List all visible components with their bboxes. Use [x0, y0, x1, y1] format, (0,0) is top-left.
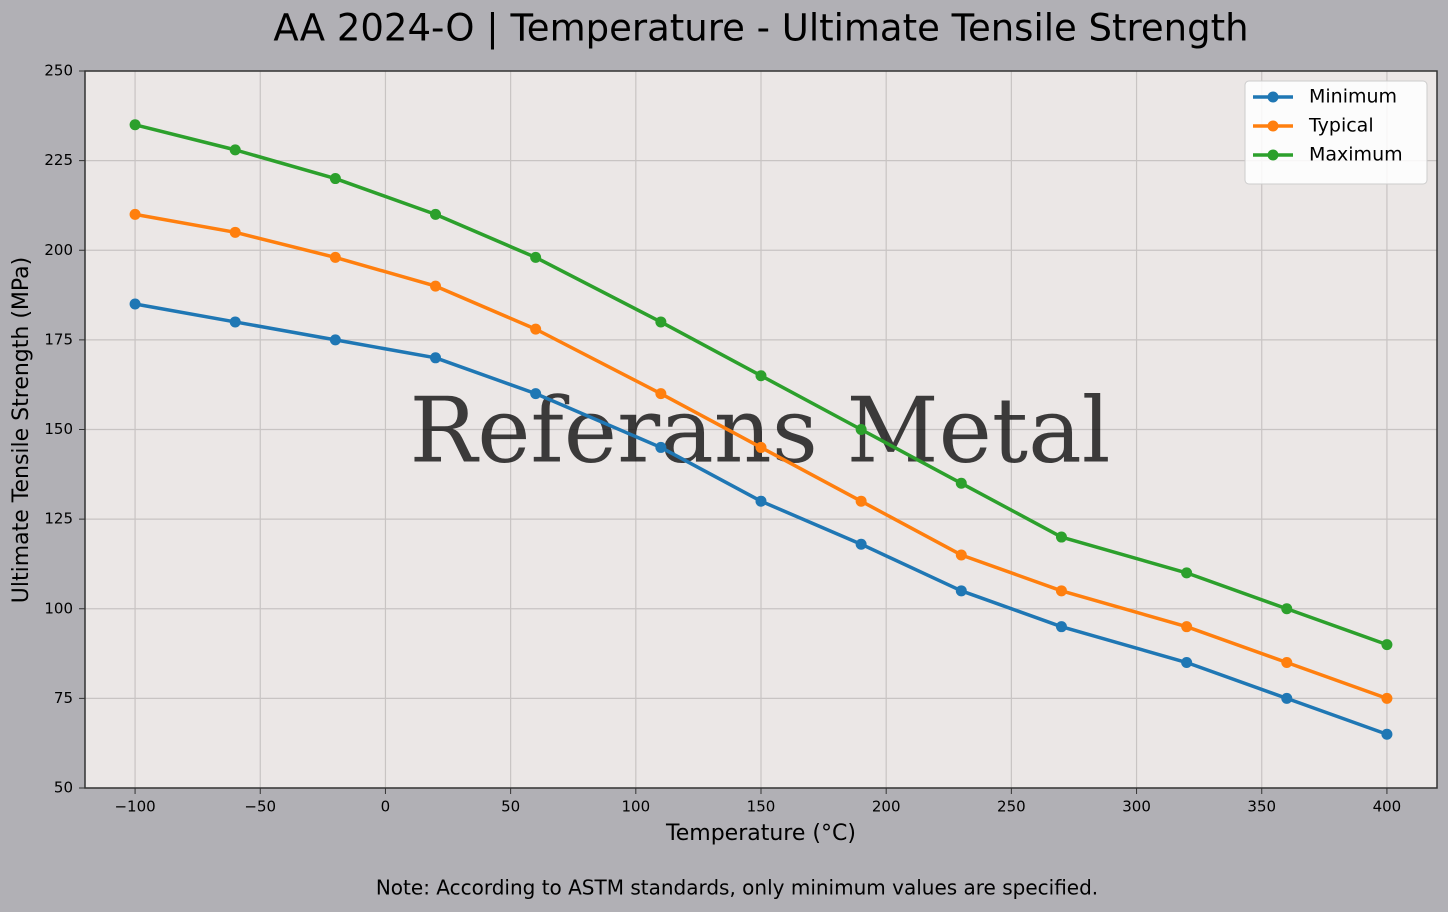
data-point [855, 424, 867, 435]
legend-marker [1267, 149, 1279, 161]
note: Note: According to ASTM standards, only … [376, 876, 1098, 900]
data-point [1181, 621, 1193, 633]
y-tick-label: 250 [44, 62, 73, 80]
legend: Minimum Typical Maximum [1244, 80, 1428, 185]
x-tick-label: 0 [381, 798, 391, 816]
y-tick-label: 225 [44, 151, 73, 169]
data-point [329, 334, 341, 346]
data-point [755, 441, 767, 453]
data-point [229, 144, 241, 156]
x-tick-label: 50 [501, 798, 520, 816]
x-tick-label: 350 [1247, 798, 1276, 816]
data-point [855, 495, 867, 507]
data-point [129, 119, 141, 131]
data-point [855, 538, 867, 550]
data-point [1381, 728, 1393, 740]
x-axis-label: Temperature (°C) [665, 821, 856, 846]
y-tick-label: 150 [44, 420, 73, 438]
data-point [229, 226, 241, 238]
data-point [530, 323, 542, 335]
data-point [530, 388, 542, 400]
x-tick-label: 400 [1373, 798, 1402, 816]
data-point [955, 585, 967, 597]
data-point [129, 298, 141, 310]
data-point [430, 208, 442, 220]
data-point [955, 477, 967, 489]
data-point [430, 352, 442, 364]
y-tick-label: 125 [44, 510, 73, 528]
data-point [755, 370, 767, 382]
data-point [329, 251, 341, 263]
legend-label: Typical [1308, 115, 1374, 137]
y-tick-label: 200 [44, 241, 73, 259]
data-point [655, 388, 667, 400]
data-point [655, 441, 667, 453]
x-tick-label: 300 [1122, 798, 1151, 816]
y-tick-label: 75 [54, 689, 73, 707]
y-tick-label: 50 [54, 779, 73, 797]
data-point [129, 208, 141, 220]
data-point [1055, 585, 1067, 597]
data-point [655, 316, 667, 328]
chart-title: AA 2024-O | Temperature - Ultimate Tensi… [273, 7, 1248, 50]
x-tick-label: 250 [997, 798, 1026, 816]
data-point [530, 251, 542, 263]
data-point [1055, 621, 1067, 633]
data-point [1381, 639, 1393, 651]
watermark: Referans Metal [409, 378, 1110, 483]
data-point [1381, 692, 1393, 704]
x-tick-label: 200 [872, 798, 901, 816]
legend-box [1244, 80, 1428, 185]
data-point [329, 173, 341, 185]
lines [129, 119, 1393, 740]
x-tick-label: 100 [621, 798, 650, 816]
data-point [1055, 531, 1067, 543]
data-point [1281, 692, 1293, 704]
data-point [430, 280, 442, 292]
legend-label: Maximum [1309, 144, 1403, 166]
data-point [1281, 603, 1293, 615]
legend-label: Minimum [1309, 86, 1397, 108]
ticks: −100 −50 0 50 100 150 200 250 300 350 400 50 75 100 12… [44, 62, 1401, 816]
data-point [229, 316, 241, 328]
legend-marker [1267, 120, 1279, 132]
x-tick-label: 150 [747, 798, 776, 816]
x-tick-label: −100 [114, 798, 155, 816]
y-tick-label: 100 [44, 599, 73, 617]
data-point [1181, 657, 1193, 669]
data-point [1281, 657, 1293, 669]
data-point [1181, 567, 1193, 579]
y-axis-label: Ultimate Tensile Strength (MPa) [9, 257, 34, 603]
y-tick-label: 175 [44, 330, 73, 348]
data-point [755, 495, 767, 507]
legend-marker [1267, 91, 1279, 103]
data-point [955, 549, 967, 561]
x-tick-label: −50 [244, 798, 276, 816]
